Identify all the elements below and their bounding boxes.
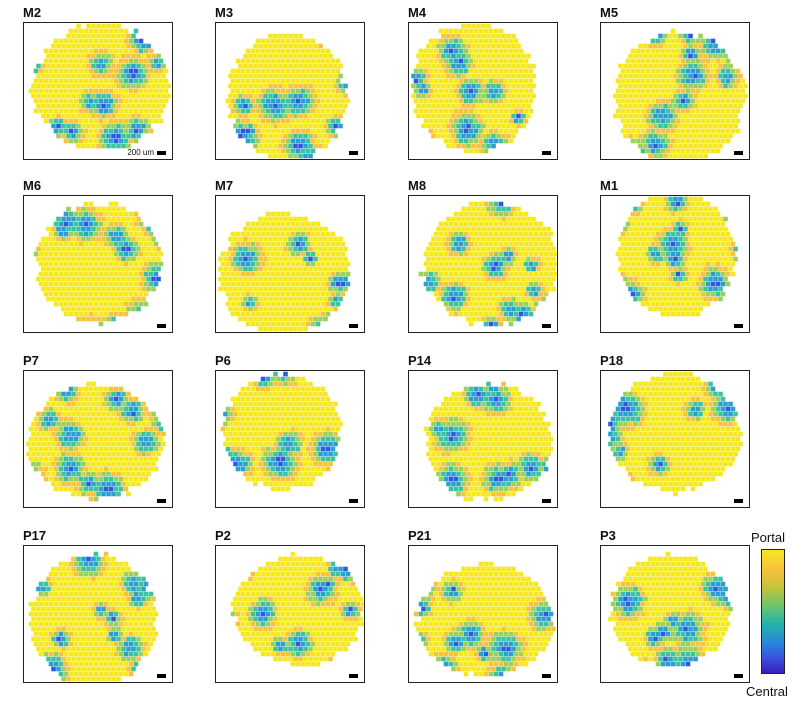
panel-label: P7: [23, 353, 39, 368]
scale-bar: [349, 151, 358, 155]
tissue-panel: [408, 545, 558, 683]
tissue-panel: [215, 22, 365, 160]
tissue-map: [218, 211, 351, 332]
tissue-map: [613, 28, 748, 159]
panel-label: M1: [600, 178, 619, 193]
tissue-panel: [215, 545, 365, 683]
scale-bar: [349, 324, 358, 328]
scale-bar: [734, 324, 743, 328]
panel-label: P3: [600, 528, 616, 543]
panel-label: M6: [23, 178, 42, 193]
colorbar-bottom-label: Central: [746, 684, 788, 699]
scale-bar: [542, 499, 551, 503]
tissue-map: [608, 551, 733, 667]
panel-label: P2: [215, 528, 231, 543]
tissue-map: [28, 23, 171, 149]
tissue-panel: [23, 545, 173, 683]
scale-bar: [542, 151, 551, 155]
tissue-panel: [408, 370, 558, 508]
scale-bar: [157, 151, 166, 155]
tissue-panel: [23, 370, 173, 508]
panel-label: M7: [215, 178, 234, 193]
colorbar: [761, 549, 785, 674]
tissue-panel: [23, 195, 173, 333]
panel-label: P14: [408, 353, 432, 368]
tissue-map: [33, 201, 164, 327]
scale-bar: [542, 324, 551, 328]
scale-bar-label: 200 um: [127, 148, 154, 157]
panel-label: P6: [215, 353, 231, 368]
tissue-map: [423, 381, 554, 502]
tissue-map: [418, 201, 557, 327]
scale-bar: [734, 674, 743, 678]
tissue-panel: [408, 195, 558, 333]
tissue-panel: [215, 195, 365, 333]
tissue-panel: [600, 545, 750, 683]
tissue-panel: [600, 370, 750, 508]
tissue-map: [413, 561, 556, 677]
tissue-panel: 200 um: [23, 22, 173, 160]
tissue-map: [615, 196, 738, 317]
panel-label: M5: [600, 5, 619, 20]
tissue-map: [28, 551, 159, 682]
scale-bar: [157, 324, 166, 328]
scale-bar: [734, 499, 743, 503]
scale-bar: [349, 674, 358, 678]
panel-label: M8: [408, 178, 427, 193]
tissue-panel: [215, 370, 365, 508]
panel-label: P21: [408, 528, 432, 543]
tissue-map: [225, 33, 351, 159]
tissue-map: [26, 381, 166, 502]
tissue-panel: [600, 195, 750, 333]
panel-label: M3: [215, 5, 234, 20]
panel-label: M4: [408, 5, 427, 20]
tissue-map: [220, 371, 343, 492]
scale-bar: [157, 674, 166, 678]
tissue-map: [608, 371, 743, 497]
tissue-map: [411, 23, 536, 154]
tissue-panel: [600, 22, 750, 160]
panel-label: P17: [23, 528, 47, 543]
scale-bar: [157, 499, 166, 503]
tissue-panel: [408, 22, 558, 160]
tissue-map: [230, 551, 364, 667]
scale-bar: [542, 674, 551, 678]
scale-bar: [349, 499, 358, 503]
panel-label: M2: [23, 5, 42, 20]
colorbar-top-label: Portal: [751, 530, 785, 545]
scale-bar: [734, 151, 743, 155]
panel-label: P18: [600, 353, 624, 368]
